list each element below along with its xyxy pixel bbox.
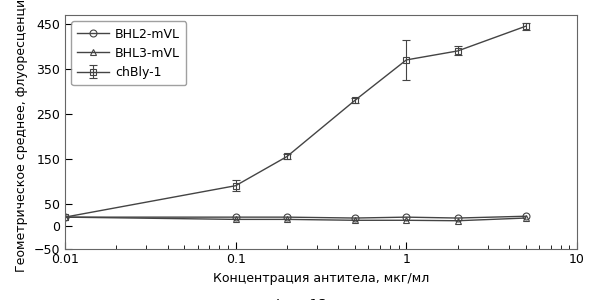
BHL3-mVL bbox=[352, 218, 359, 222]
BHL2-mVL bbox=[283, 215, 290, 219]
BHL3-mVL bbox=[61, 215, 68, 219]
BHL2-mVL bbox=[403, 215, 410, 219]
BHL2-mVL bbox=[61, 215, 68, 219]
BHL3-mVL bbox=[283, 218, 290, 221]
BHL2-mVL bbox=[232, 215, 239, 219]
BHL3-mVL bbox=[522, 216, 529, 220]
Line: BHL2-mVL: BHL2-mVL bbox=[61, 213, 529, 221]
BHL2-mVL bbox=[352, 216, 359, 220]
Legend: BHL2-mVL, BHL3-mVL, chBly-1: BHL2-mVL, BHL3-mVL, chBly-1 bbox=[71, 21, 186, 85]
Y-axis label: Геометрическое среднее, флуоресценция: Геометрическое среднее, флуоресценция bbox=[15, 0, 28, 272]
BHL2-mVL bbox=[522, 214, 529, 218]
BHL3-mVL bbox=[403, 218, 410, 222]
Text: Фиг. 13: Фиг. 13 bbox=[272, 298, 328, 300]
BHL3-mVL bbox=[232, 218, 239, 221]
BHL2-mVL bbox=[454, 216, 461, 220]
X-axis label: Концентрация антитела, мкг/мл: Концентрация антитела, мкг/мл bbox=[213, 272, 429, 285]
Line: BHL3-mVL: BHL3-mVL bbox=[61, 214, 529, 224]
BHL3-mVL bbox=[454, 219, 461, 223]
